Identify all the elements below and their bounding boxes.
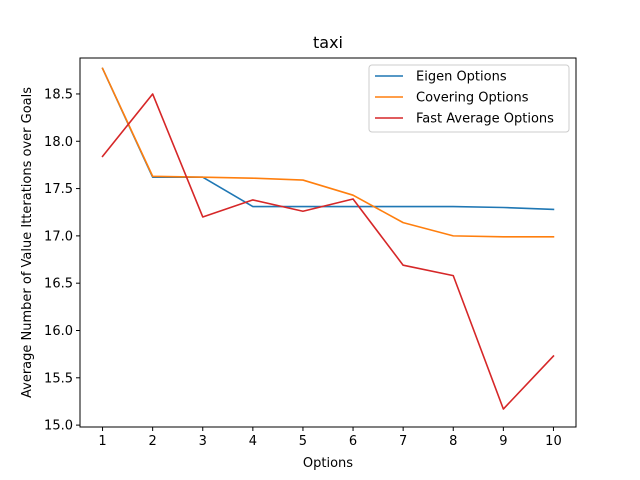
x-tick-label: 9: [499, 434, 507, 449]
x-axis-ticks: 1 2 3 4 5 6 7 8 9 10: [98, 427, 562, 449]
x-tick-label: 1: [98, 434, 106, 449]
y-axis-ticks: 15.0 15.5 16.0 16.5 17.0 17.5 18.0 18.5: [44, 87, 80, 434]
y-tick-label: 15.0: [44, 419, 73, 434]
legend-box: [368, 64, 570, 133]
y-tick-label: 18.0: [44, 135, 73, 150]
series-line-fast-average-options: [101, 93, 555, 410]
x-tick-label: 2: [149, 434, 157, 449]
y-tick-label: 18.5: [44, 87, 73, 102]
y-tick-label: 16.5: [44, 277, 73, 292]
x-tick-label: 7: [399, 434, 407, 449]
plot-layer: [101, 67, 555, 410]
x-tick-label: 3: [199, 434, 207, 449]
y-tick-label: 17.0: [44, 229, 73, 244]
legend-label-fast-average-options: Fast Average Options: [416, 112, 554, 127]
x-tick-label: 6: [349, 434, 357, 449]
legend-label-covering-options: Covering Options: [416, 91, 529, 106]
chart-title: taxi: [313, 33, 343, 52]
legend: Eigen Options Covering Options Fast Averag…: [368, 64, 570, 133]
x-tick-label: 4: [249, 434, 257, 449]
legend-label-eigen-options: Eigen Options: [416, 70, 507, 85]
x-tick-label: 8: [449, 434, 457, 449]
x-tick-label: 5: [299, 434, 307, 449]
y-tick-label: 17.5: [44, 182, 73, 197]
y-tick-label: 15.5: [44, 371, 73, 386]
series-line-covering-options: [101, 67, 555, 238]
x-axis-label: Options: [303, 456, 353, 471]
x-tick-label: 10: [545, 434, 562, 449]
y-tick-label: 16.0: [44, 324, 73, 339]
y-axis-label: Average Number of Value Itterations over…: [20, 87, 35, 398]
axes-frame: [79, 57, 577, 428]
